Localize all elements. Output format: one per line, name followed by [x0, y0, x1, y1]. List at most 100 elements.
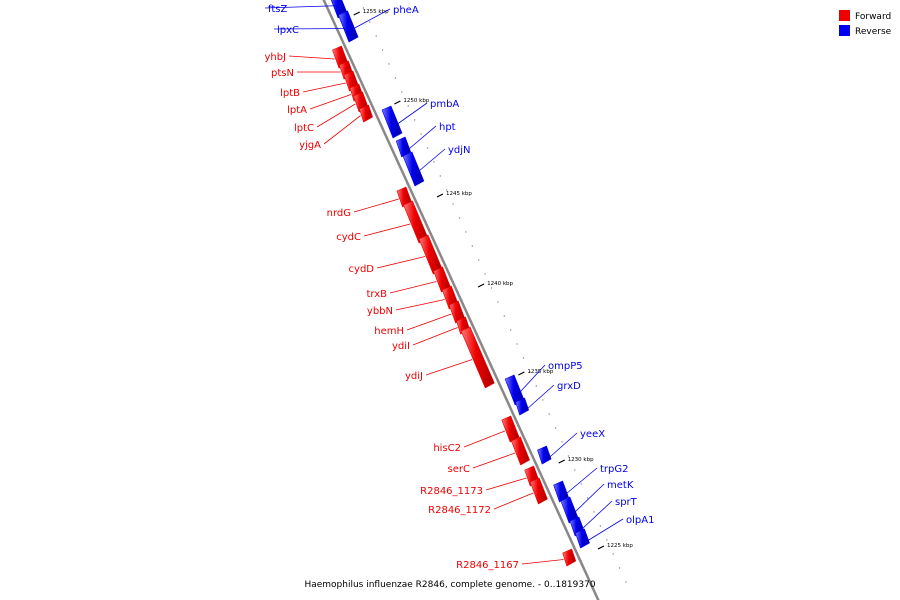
legend-reverse-swatch — [839, 25, 850, 36]
gene-leader-line — [323, 115, 361, 145]
gene-pmbA[interactable] — [381, 105, 403, 139]
grid-dot — [433, 161, 435, 163]
gene-leader-line — [463, 430, 506, 448]
gene-label-ftsZ[interactable]: ftsZ — [268, 4, 287, 15]
grid-dot — [599, 525, 602, 527]
kbp-tick-mark — [353, 11, 360, 16]
grid-dot — [535, 385, 537, 387]
gene-label-R2846_1172[interactable]: R2846_1172 — [428, 505, 491, 516]
gene-leader-line — [412, 327, 458, 346]
gene-label-lpxC[interactable]: lpxC — [277, 25, 299, 36]
gene-yeeX[interactable] — [537, 445, 552, 465]
gene-label-R2846_1173[interactable]: R2846_1173 — [420, 486, 483, 497]
gene-cydD[interactable] — [418, 234, 443, 275]
gene-label-ompP5[interactable]: ompP5 — [548, 361, 583, 372]
kbp-tick-mark — [558, 459, 565, 464]
gene-label-metK[interactable]: metK — [607, 480, 634, 491]
gene-R2846_1167[interactable] — [562, 548, 577, 567]
gene-label-serC[interactable]: serC — [448, 464, 470, 475]
gene-ydjN[interactable] — [402, 151, 425, 187]
gene-leader-line — [566, 467, 598, 494]
gene-ydiJ[interactable] — [460, 326, 495, 389]
grid-dot — [439, 175, 441, 177]
gene-label-lptC[interactable]: lptC — [294, 123, 314, 134]
legend: Forward Reverse — [839, 10, 892, 37]
legend-forward-label: Forward — [855, 12, 891, 22]
grid-dot — [452, 203, 454, 205]
gene-R2846_1172[interactable] — [529, 477, 548, 505]
kbp-tick-label: 1255 kbp — [363, 9, 389, 15]
gene-leader-line — [288, 55, 335, 60]
kbp-tick-label: 1235 kbp — [527, 369, 553, 375]
legend-forward[interactable]: Forward — [839, 10, 891, 22]
grid-dot — [580, 483, 582, 485]
gene-label-nrdG[interactable]: nrdG — [327, 208, 351, 219]
kbp-tick-mark — [518, 371, 525, 376]
gene-serC[interactable] — [511, 436, 530, 466]
gene-label-sprT[interactable]: sprT — [615, 497, 638, 508]
kbp-tick-mark — [394, 100, 401, 105]
gene-leader-line — [408, 125, 437, 150]
gene-label-cydD[interactable]: cydD — [349, 264, 375, 275]
gene-label-yhbJ[interactable]: yhbJ — [264, 52, 286, 63]
grid-dot — [375, 35, 377, 37]
gene-label-ybbN[interactable]: ybbN — [367, 306, 393, 317]
kbp-tick-label: 1230 kbp — [568, 457, 594, 463]
grid-dot — [561, 441, 563, 443]
kbp-tick-label: 1240 kbp — [487, 281, 513, 287]
grid-dot — [522, 357, 525, 359]
grid-dot — [401, 91, 403, 93]
grid-dot — [471, 245, 473, 247]
gene-label-trxB[interactable]: trxB — [366, 289, 387, 300]
gene-grxD[interactable] — [515, 397, 530, 416]
grid-dot — [529, 371, 531, 373]
gene-leader-line — [389, 281, 437, 294]
gene-label-yjgA[interactable]: yjgA — [299, 140, 321, 151]
gene-leader-line — [574, 483, 605, 513]
gene-label-pheA[interactable]: pheA — [393, 5, 419, 16]
grid-dot — [574, 469, 576, 471]
grid-dot — [497, 301, 499, 303]
gene-label-ydjN[interactable]: ydjN — [448, 145, 471, 156]
gene-lpxC[interactable] — [338, 10, 359, 43]
gene-leader-line — [472, 452, 516, 469]
gene-label-ydiI[interactable]: ydiI — [392, 341, 410, 352]
legend-reverse[interactable]: Reverse — [839, 25, 892, 37]
kbp-ticks: 1255 kbp 1250 kbp 1245 kbp 1240 kbp 1235 kbp… — [353, 9, 633, 550]
gene-leader-line — [521, 559, 564, 565]
gene-label-lptB[interactable]: lptB — [280, 88, 300, 99]
gene-label-pmbA[interactable]: pmbA — [430, 99, 459, 110]
grid-dot — [458, 217, 461, 219]
gene-leader-line — [582, 500, 613, 529]
genes — [330, 0, 590, 567]
gene-label-cydC[interactable]: cydC — [336, 232, 361, 243]
gene-label-lptA[interactable]: lptA — [287, 105, 307, 116]
gene-label-ptsN[interactable]: ptsN — [271, 68, 294, 79]
gene-label-hemH[interactable]: hemH — [374, 326, 404, 337]
gene-label-yeeX[interactable]: yeeX — [580, 429, 605, 440]
gene-trpG2[interactable] — [553, 480, 569, 503]
grid-dot — [484, 273, 486, 275]
gene-leader-line — [418, 148, 446, 172]
grid-dot — [465, 231, 467, 233]
kbp-tick-mark — [436, 193, 444, 198]
gene-label-hisC2[interactable]: hisC2 — [433, 443, 461, 454]
gene-hpt[interactable] — [395, 136, 412, 158]
legend-reverse-label: Reverse — [855, 27, 892, 37]
gene-label-trpG2[interactable]: trpG2 — [600, 464, 629, 475]
gene-olpA1[interactable] — [575, 528, 590, 549]
legend-forward-swatch — [839, 10, 850, 21]
grid-dot — [567, 455, 570, 457]
gene-label-grxD[interactable]: grxD — [557, 381, 581, 392]
gene-label-ydiJ[interactable]: ydiJ — [405, 371, 423, 382]
kbp-tick-label: 1225 kbp — [607, 543, 633, 549]
gene-label-R2846_1167[interactable]: R2846_1167 — [456, 560, 519, 571]
gene-yjgA[interactable] — [359, 104, 373, 123]
gene-label-olpA1[interactable]: olpA1 — [626, 515, 654, 526]
gene-leader-line — [587, 518, 624, 541]
gene-leader-line — [273, 28, 354, 30]
gene-hisC2[interactable] — [501, 415, 520, 443]
grid-dots — [362, 7, 627, 583]
gene-label-hpt[interactable]: hpt — [439, 122, 456, 133]
map-caption: Haemophilus influenzae R2846, complete g… — [304, 580, 595, 590]
